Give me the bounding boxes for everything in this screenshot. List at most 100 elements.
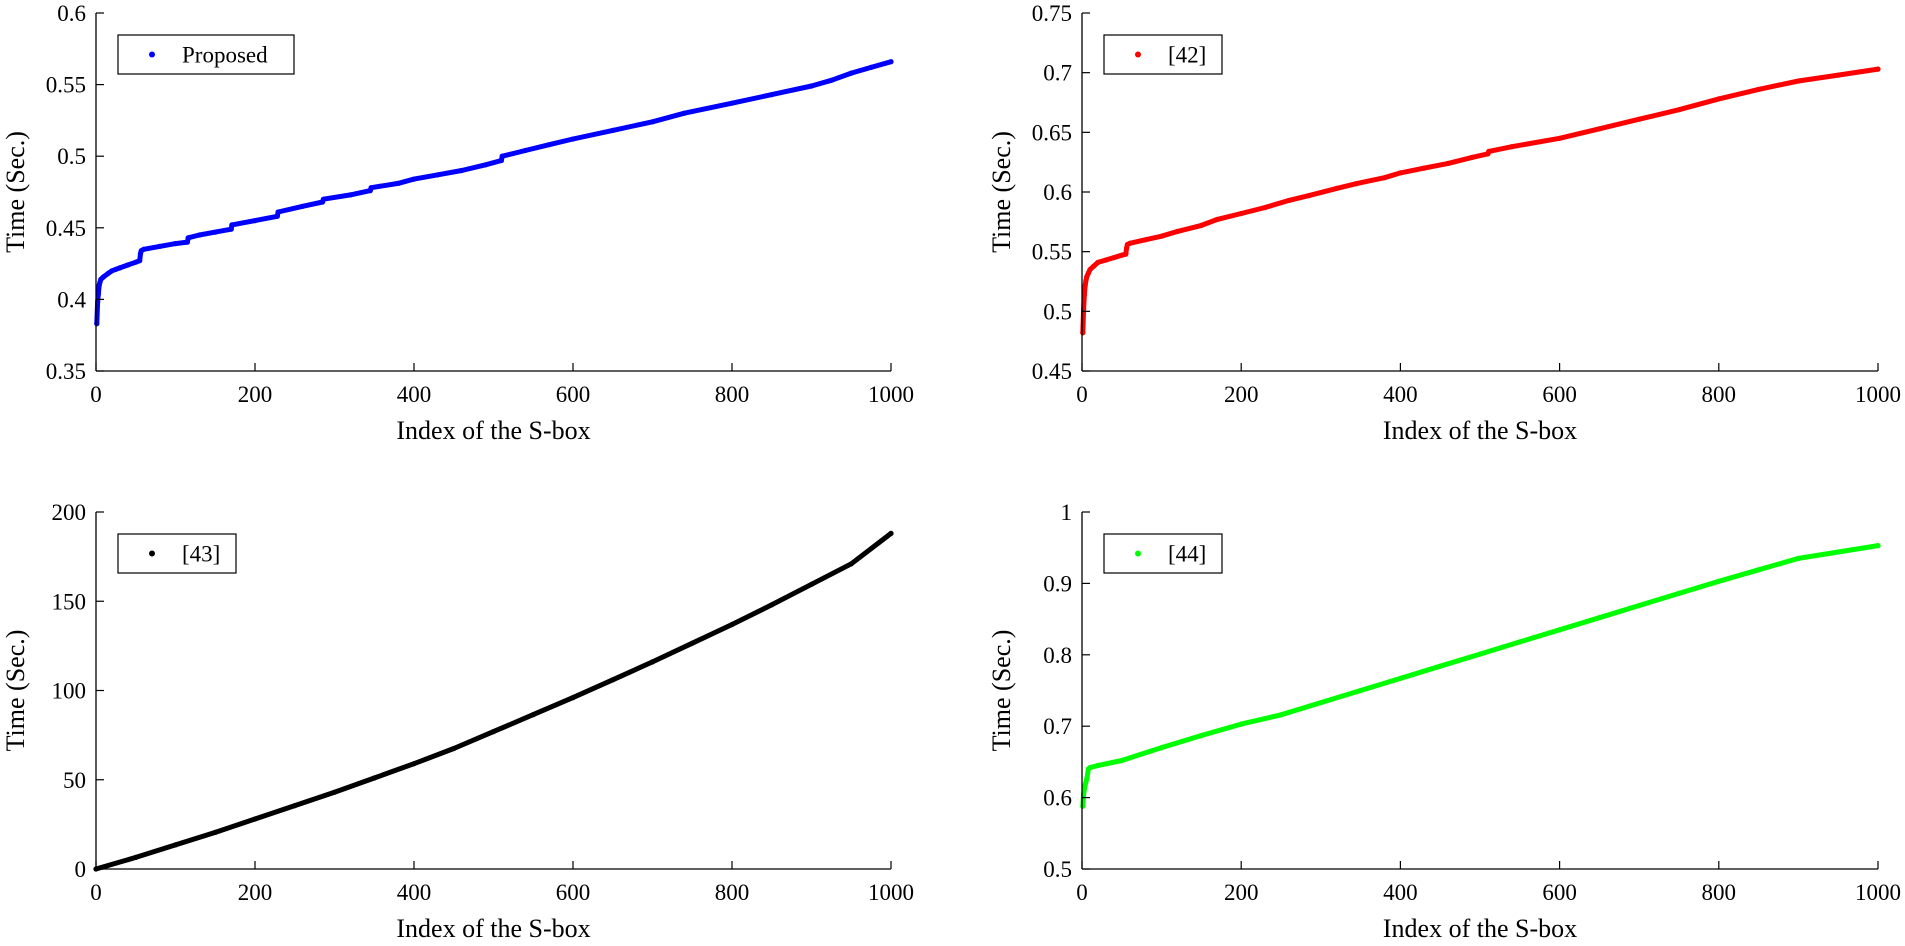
data-point <box>1087 765 1093 771</box>
data-point <box>320 196 326 202</box>
data-point <box>125 262 131 268</box>
data-point <box>1421 165 1427 171</box>
data-point <box>1159 233 1165 239</box>
data-point <box>1437 663 1443 669</box>
y-tick-label: 0.5 <box>1043 857 1072 882</box>
y-tick-label: 0.4 <box>57 287 86 312</box>
data-point <box>300 203 306 209</box>
legend-box <box>1103 533 1223 574</box>
x-tick-label: 600 <box>556 382 591 407</box>
legend: [42] <box>1103 34 1223 75</box>
data-point <box>133 854 139 861</box>
data-point <box>275 209 281 215</box>
x-tick-label: 200 <box>1224 382 1259 407</box>
data-point <box>1358 687 1364 694</box>
data-point <box>1875 543 1881 549</box>
data-point <box>1676 107 1682 113</box>
data-point <box>1636 602 1642 609</box>
legend-box <box>117 34 295 75</box>
y-tick-label: 0.55 <box>46 73 86 98</box>
legend-box <box>1103 34 1223 75</box>
data-point <box>1835 549 1841 555</box>
data-point <box>769 92 775 98</box>
data-point <box>411 761 417 767</box>
data-point <box>1716 578 1722 584</box>
y-tick-label: 0.75 <box>1032 1 1072 26</box>
data-point <box>1486 148 1492 154</box>
y-tick-label: 0.5 <box>1043 299 1072 324</box>
series-1-line <box>94 59 894 327</box>
data-point <box>498 157 504 164</box>
x-axis-label: Index of the S-box <box>1383 914 1577 943</box>
legend-marker <box>149 550 155 557</box>
legend-label: [44] <box>1168 542 1206 567</box>
data-point <box>1795 555 1801 562</box>
y-tick-label: 0 <box>75 857 87 882</box>
data-point <box>95 291 101 297</box>
data-point <box>1080 330 1086 336</box>
x-tick-label: 1000 <box>1855 880 1901 905</box>
data-point <box>808 83 815 89</box>
data-point <box>451 745 457 752</box>
data-point <box>435 172 441 178</box>
x-axis-label: Index of the S-box <box>396 914 590 943</box>
y-tick-label: 0.35 <box>46 359 86 384</box>
data-point <box>530 712 536 718</box>
data-point <box>1278 712 1284 718</box>
data-point <box>1214 216 1220 222</box>
data-point <box>483 162 489 168</box>
data-point <box>212 229 218 235</box>
data-point <box>570 695 576 701</box>
y-tick-label: 0.65 <box>1032 120 1072 145</box>
data-point <box>411 176 417 182</box>
x-tick-label: 0 <box>1076 382 1088 407</box>
data-point <box>689 640 695 646</box>
data-point <box>522 147 528 154</box>
legend: [43] <box>117 533 237 574</box>
data-point <box>1756 86 1762 92</box>
data-point <box>1286 197 1292 203</box>
data-point <box>1354 181 1360 187</box>
data-point <box>347 192 353 198</box>
data-point <box>1334 185 1340 191</box>
data-point <box>1095 762 1101 769</box>
legend: Proposed <box>117 34 295 75</box>
data-point <box>546 142 552 148</box>
data-point <box>1127 240 1133 246</box>
data-point <box>229 222 235 228</box>
data-point <box>1159 745 1165 751</box>
data-point <box>109 268 115 274</box>
data-point <box>1557 627 1563 633</box>
data-point <box>1198 732 1204 739</box>
y-tick-label: 0.7 <box>1043 61 1072 86</box>
x-axis-label: Index of the S-box <box>1383 416 1577 445</box>
data-point <box>1238 210 1244 217</box>
data-point <box>1095 259 1101 265</box>
data-point <box>808 581 815 587</box>
data-point <box>1238 721 1244 727</box>
data-point <box>1143 237 1149 243</box>
data-point <box>1174 228 1181 234</box>
y-axis-label: Time (Sec.) <box>1 131 30 253</box>
data-point <box>1087 267 1093 273</box>
x-tick-label: 800 <box>1702 382 1737 407</box>
data-point <box>1636 116 1642 122</box>
data-point <box>610 127 616 133</box>
y-tick-label: 0.45 <box>1032 359 1072 384</box>
x-tick-label: 800 <box>715 382 750 407</box>
x-tick-label: 0 <box>1076 880 1088 905</box>
data-point <box>681 110 687 116</box>
data-point <box>1091 263 1097 269</box>
data-point <box>184 239 190 245</box>
x-tick-label: 600 <box>1542 880 1577 905</box>
x-tick-label: 400 <box>1383 382 1418 407</box>
chart-4: 0 200 400 600 800 1000 0.5 0.6 0.7 0.8 0.9 1 Index o… <box>987 500 1901 943</box>
data-point <box>331 789 338 795</box>
data-point <box>252 218 258 224</box>
legend: [44] <box>1103 533 1223 574</box>
data-point <box>1835 72 1841 78</box>
y-tick-label: 0.6 <box>57 1 86 26</box>
data-point <box>172 842 179 848</box>
data-point <box>1596 615 1602 621</box>
data-point <box>1756 567 1762 573</box>
